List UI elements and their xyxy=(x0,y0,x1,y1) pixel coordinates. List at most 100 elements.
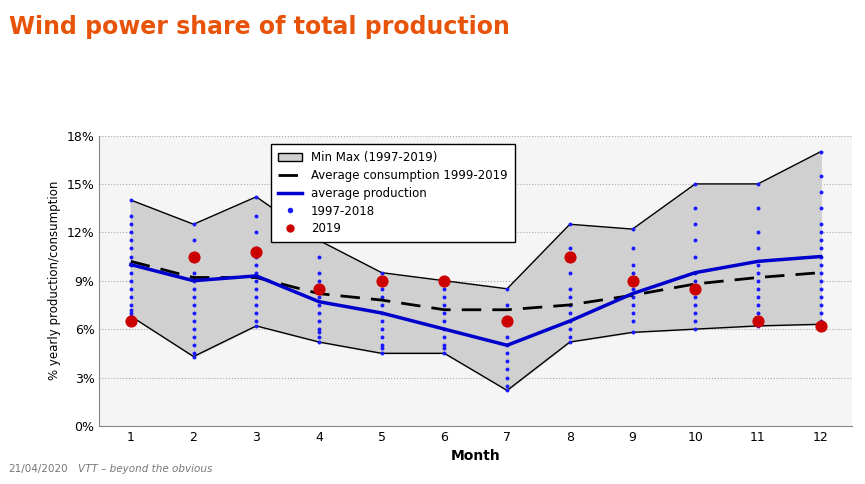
Point xyxy=(438,345,452,352)
Point xyxy=(124,237,138,244)
Point xyxy=(312,325,326,333)
Point xyxy=(312,285,326,293)
Point xyxy=(438,325,452,333)
Point xyxy=(814,244,828,252)
Point xyxy=(249,322,263,330)
Point xyxy=(375,277,388,285)
Point xyxy=(187,317,201,325)
Point xyxy=(375,341,388,349)
Point xyxy=(438,277,452,285)
Point xyxy=(563,338,577,346)
Point xyxy=(500,382,514,390)
Point xyxy=(187,301,201,309)
Point xyxy=(689,277,702,285)
Point xyxy=(563,244,577,252)
Point xyxy=(625,269,639,276)
Point xyxy=(438,333,452,341)
Point xyxy=(187,285,201,293)
Point xyxy=(500,374,514,381)
Point xyxy=(375,269,388,276)
Point xyxy=(500,341,514,349)
Point xyxy=(625,261,639,269)
Point xyxy=(375,277,388,285)
Legend: Min Max (1997-2019), Average consumption 1999-2019, average production, 1997-201: Min Max (1997-2019), Average consumption… xyxy=(271,144,515,242)
Point xyxy=(625,301,639,309)
Point xyxy=(563,285,577,293)
Point xyxy=(751,317,765,325)
Point xyxy=(814,320,828,328)
Point xyxy=(814,322,828,330)
Point xyxy=(814,285,828,293)
Point xyxy=(625,244,639,252)
Y-axis label: % yearly production/consumption: % yearly production/consumption xyxy=(48,181,61,380)
Point xyxy=(249,261,263,269)
Point xyxy=(625,285,639,293)
Point xyxy=(625,293,639,301)
Point xyxy=(751,244,765,252)
Point xyxy=(187,237,201,244)
Point xyxy=(124,244,138,252)
Point xyxy=(500,285,514,293)
Point xyxy=(375,345,388,352)
Point xyxy=(187,277,201,285)
Point xyxy=(563,309,577,317)
Point xyxy=(124,312,138,320)
Point xyxy=(751,180,765,188)
Point xyxy=(249,309,263,317)
Point xyxy=(814,261,828,269)
Point xyxy=(563,301,577,309)
Point xyxy=(751,285,765,293)
Point xyxy=(375,301,388,309)
Point xyxy=(500,333,514,341)
Point xyxy=(563,253,577,260)
Point xyxy=(814,172,828,180)
Point xyxy=(187,309,201,317)
Point xyxy=(689,204,702,212)
Point xyxy=(187,253,201,260)
Point xyxy=(124,196,138,204)
Point xyxy=(312,317,326,325)
Point xyxy=(689,285,702,293)
Point xyxy=(375,325,388,333)
Point xyxy=(249,253,263,260)
Point xyxy=(689,269,702,276)
Point xyxy=(124,228,138,236)
Point xyxy=(814,148,828,155)
Point xyxy=(187,293,201,301)
Point xyxy=(124,301,138,309)
Point xyxy=(689,309,702,317)
Point xyxy=(814,309,828,317)
Point xyxy=(563,333,577,341)
Point xyxy=(814,220,828,228)
Point xyxy=(689,180,702,188)
Point xyxy=(312,277,326,285)
Point xyxy=(751,277,765,285)
Point xyxy=(814,301,828,309)
Point xyxy=(625,277,639,285)
Point xyxy=(751,261,765,269)
Point xyxy=(814,253,828,260)
Point xyxy=(751,269,765,276)
Point xyxy=(751,293,765,301)
Text: 21/04/2020: 21/04/2020 xyxy=(9,464,68,474)
Point xyxy=(187,253,201,260)
Point xyxy=(124,293,138,301)
Point xyxy=(124,212,138,220)
Point xyxy=(187,269,201,276)
Point xyxy=(187,333,201,341)
Point xyxy=(124,317,138,325)
Point xyxy=(814,237,828,244)
Point xyxy=(689,237,702,244)
Point xyxy=(438,341,452,349)
Point xyxy=(814,204,828,212)
Point xyxy=(625,317,639,325)
Point xyxy=(751,204,765,212)
Point xyxy=(187,353,201,361)
Point xyxy=(625,329,639,336)
Point xyxy=(249,248,263,256)
Point xyxy=(814,317,828,325)
Point xyxy=(375,293,388,301)
Point xyxy=(689,293,702,301)
Point xyxy=(751,309,765,317)
Point xyxy=(438,293,452,301)
